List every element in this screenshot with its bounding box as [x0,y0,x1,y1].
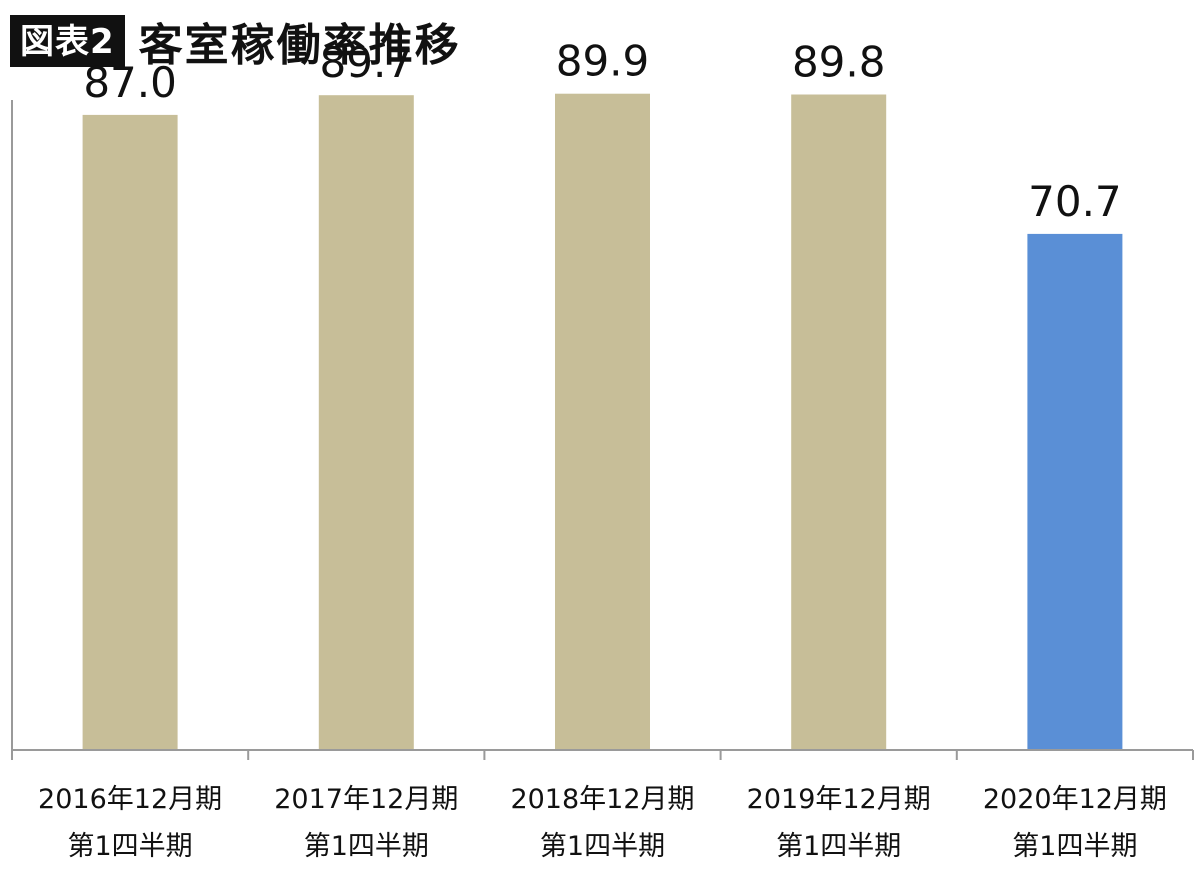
x-tick-label-4-2: 第1四半期 [776,831,901,862]
value-labels-group: 87.0 89.7 89.9 89.8 70.7 [83,37,1121,226]
x-tick-label-1-2: 第1四半期 [68,831,193,862]
bar-4 [791,94,887,750]
bar-2 [318,95,414,750]
x-tick-label-3-2: 第1四半期 [540,831,665,862]
x-tick-label-1-1: 2016年12月期 [38,784,222,815]
chart-title: 客室稼働率推移 [138,20,461,71]
bar-1 [82,114,178,750]
value-label-3: 89.9 [556,37,650,86]
bar-5 [1027,233,1123,750]
x-tick-label-5-1: 2020年12月期 [983,784,1167,815]
bar-3 [555,93,650,750]
title-row: 図表2 客室稼働率推移 [10,10,461,72]
value-label-1: 87.0 [83,58,177,107]
value-label-4: 89.8 [792,38,886,87]
x-tick-label-3-1: 2018年12月期 [510,784,694,815]
bars-group [82,93,1123,750]
value-label-2: 89.7 [320,38,414,87]
x-tick-label-2-2: 第1四半期 [304,831,429,862]
x-tick-label-5-2: 第1四半期 [1012,831,1137,862]
figure-badge: 図表2 [10,15,125,67]
x-tick-label-4-1: 2019年12月期 [747,784,931,815]
axes-group [11,100,1194,760]
x-tick-label-2-1: 2017年12月期 [274,784,458,815]
value-label-5: 70.7 [1028,177,1122,226]
tick-labels-group: 2016年12月期第1四半期2017年12月期第1四半期2018年12月期第1四… [38,784,1167,862]
